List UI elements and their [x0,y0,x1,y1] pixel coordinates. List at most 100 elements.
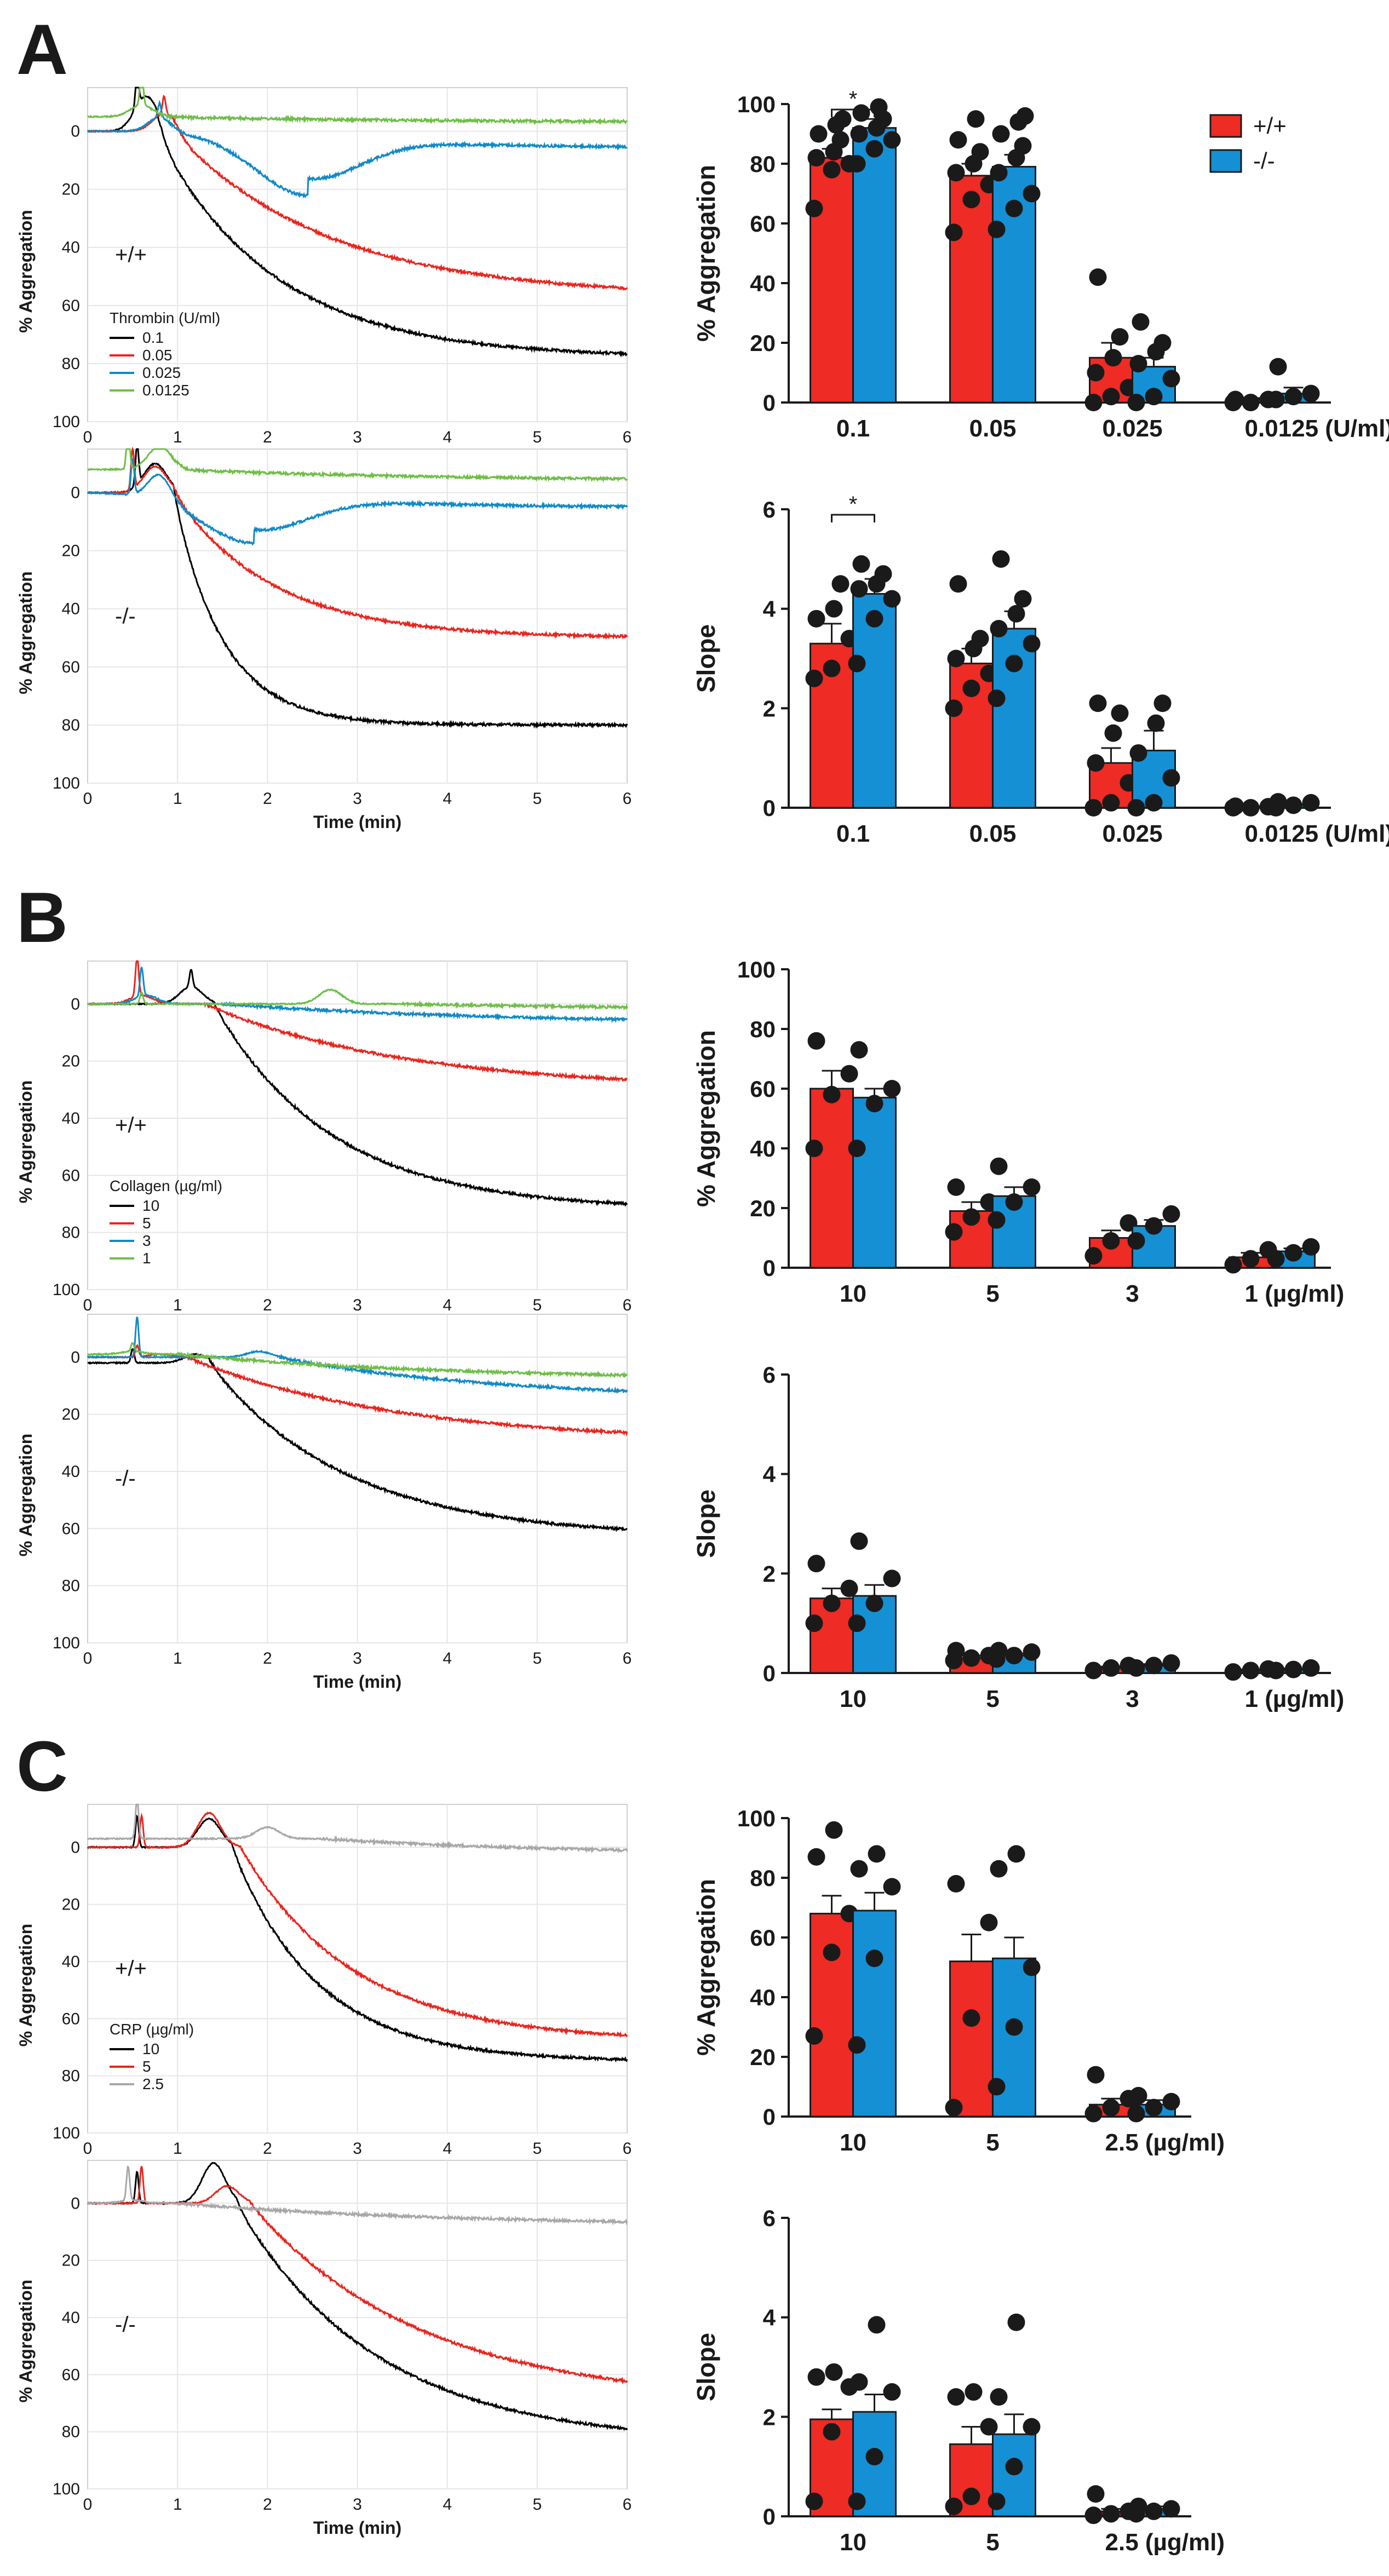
trace-y-tick: 80 [62,1577,80,1595]
bar-data-point [945,699,963,717]
bar-data-point [865,1950,883,1968]
trace-x-tick: 1 [173,1649,182,1668]
bar-data-point [883,2383,901,2401]
trace-x-tick: 4 [443,1649,452,1668]
trace-y-tick: 100 [53,1281,80,1299]
bar-data-point [868,1845,886,1863]
bar-data-point [848,2492,866,2510]
trace-x-tick: 5 [532,1649,542,1668]
bar-data-point [810,125,828,143]
bar-y-label: % Aggregation [692,1030,720,1207]
bar-data-point [1127,1232,1145,1250]
bar-category-label: 10 [840,2129,866,2156]
bar-data-point [848,1140,866,1157]
bar-data-point [962,2009,980,2027]
bar-data-point [1014,590,1032,608]
trace-y-tick: 60 [62,1166,80,1185]
trace-series-line-2.5 [87,1803,628,1854]
bar-data-point [807,149,825,167]
trace-y-label: % Aggregation [16,1434,36,1557]
bar-legend-swatch-ko [1209,149,1242,173]
bar-y-tick: 20 [750,2044,776,2070]
trace-x-tick: 5 [532,790,542,808]
bar-legend-label-wt: +/+ [1253,113,1287,139]
bar-data-point [883,1080,901,1097]
bar-y-tick: 100 [737,1806,776,1831]
bar-data-point [1111,704,1129,722]
bar-data-point [1005,2458,1023,2476]
bar-data-point [883,1878,901,1896]
bar-data-point [1153,694,1172,712]
trace-y-tick: 40 [62,1109,80,1128]
bar-data-point [1132,313,1150,331]
trace-y-tick: 100 [53,2480,80,2498]
bar-data-point [988,1211,1006,1229]
trace-x-tick: 6 [623,1649,632,1668]
bar-data-point [945,223,963,242]
trace-y-label: % Aggregation [16,2280,36,2403]
trace-y-tick: 0 [71,123,80,141]
bar-data-point [1111,328,1129,346]
trace-y-tick: 20 [62,1896,80,1914]
bar-category-label: 0.05 [969,415,1017,442]
bar-data-point [947,1875,965,1893]
bar-data-point [1267,390,1285,409]
trace-x-label: Time (min) [313,1672,401,1692]
bar-data-point [1284,388,1302,406]
bar-data-point [1005,1647,1023,1665]
bar-y-label: Slope [692,2333,720,2401]
bar-data-point [992,550,1010,568]
trace-y-tick: 40 [62,1953,80,1971]
bar-y-tick: 60 [750,1076,776,1102]
bar-data-point [990,620,1008,637]
bar-data-point [1087,2485,1105,2503]
bar-y-label: % Aggregation [692,1879,720,2056]
bar-data-point [1129,2086,1147,2104]
bar-chart-B-bar-slope: 0 2 4 6 Slope 10 5 3 1 (µg/ml) [692,1362,1344,1712]
bar-data-point [1023,635,1041,653]
bar-data-point [962,191,980,209]
bar-data-point [805,2027,823,2045]
bar-data-point [990,1157,1008,1175]
trace-y-tick: 60 [62,2010,80,2028]
bar-data-point [1087,2066,1105,2084]
bar-data-point [865,610,883,628]
bar-legend-swatch-wt [1209,114,1242,138]
bar-y-tick: 100 [737,91,776,117]
bar-data-point [865,1594,883,1612]
trace-y-tick: 20 [62,1053,80,1071]
trace-legend-title: Thrombin (U/ml) [110,309,220,326]
bar-y-tick: 40 [750,1136,776,1162]
trace-x-tick: 5 [532,2140,542,2158]
trace-series-line-0.0125 [87,448,628,483]
bar-data-point [1016,107,1034,125]
trace-legend-entry: 1 [142,1250,151,1267]
panel-letter-c: C [16,1726,68,1806]
trace-series-line-0.025 [87,458,628,546]
bar-data-point [1023,1958,1041,1976]
panel-letter-a: A [16,9,68,89]
trace-y-tick: 40 [62,1463,80,1481]
bar-category-label: 0.1 [836,415,870,442]
bar-data-point [1005,199,1023,217]
bar-data-point [1145,2502,1163,2520]
bar-data-point [1267,1661,1285,1680]
bar-data-point [1224,1663,1242,1681]
bar-data-point [805,1614,823,1632]
bar-data-point [848,2036,866,2054]
bar-data-point [883,1569,901,1588]
bar-data-point [823,2423,841,2441]
trace-y-tick: 80 [62,2067,80,2085]
bar-data-point [1242,1661,1260,1680]
trace-y-tick: 40 [62,239,80,257]
bar-y-tick: 100 [737,957,776,982]
bar-data-point [823,1085,841,1103]
trace-y-tick: 100 [53,2124,80,2142]
bar-data-point [962,1649,980,1667]
trace-x-tick: 1 [173,2496,182,2514]
bar-y-label: Slope [692,624,720,693]
trace-x-tick: 0 [83,790,93,808]
bar-category-label: 0.025 [1102,415,1162,442]
